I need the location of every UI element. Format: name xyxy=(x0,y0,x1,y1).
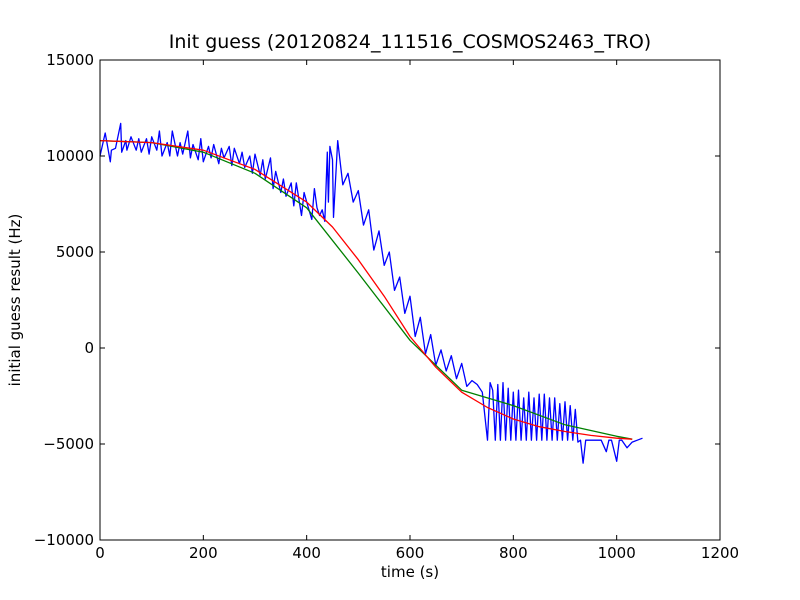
x-tick-label: 1200 xyxy=(701,544,739,562)
x-tick-label: 400 xyxy=(292,544,321,562)
chart-title: Init guess (20120824_111516_COSMOS2463_T… xyxy=(169,31,651,53)
y-tick-label: 5000 xyxy=(56,243,94,261)
x-tick-label: 200 xyxy=(189,544,218,562)
x-axis-title: time (s) xyxy=(381,563,439,581)
y-tick-label: −5000 xyxy=(43,435,94,453)
y-axis-title: initial guess result (Hz) xyxy=(6,214,24,387)
x-tick-label: 0 xyxy=(95,544,105,562)
x-tick-label: 1000 xyxy=(598,544,636,562)
x-tick-label: 800 xyxy=(499,544,528,562)
y-tick-label: 10000 xyxy=(46,147,94,165)
y-tick-label: 15000 xyxy=(46,51,94,69)
y-tick-label: −10000 xyxy=(34,531,94,549)
x-tick-label: 600 xyxy=(396,544,425,562)
y-tick-label: 0 xyxy=(84,339,94,357)
fit-series-line xyxy=(99,139,633,440)
series-layer xyxy=(99,122,643,464)
measured-series-line xyxy=(99,122,643,464)
tick-layer: 0 200 400 600 800 1000 1200 −10000 −5000 0 5000 100… xyxy=(34,51,739,562)
model-series-line xyxy=(99,139,633,440)
